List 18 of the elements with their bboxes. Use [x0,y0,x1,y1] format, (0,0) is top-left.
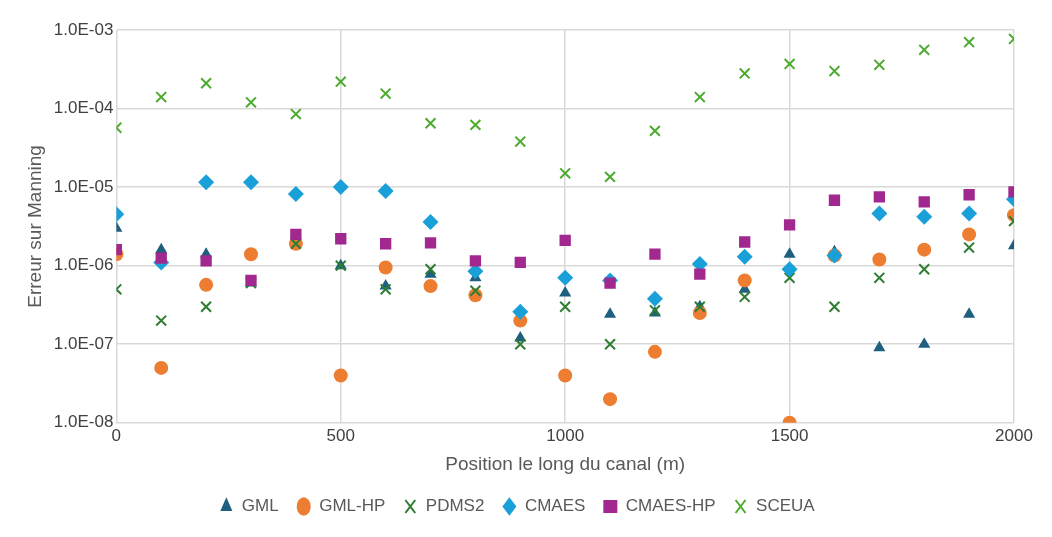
y-tick-label: 1.0E-03 [53,19,114,39]
legend-label: CMAES [524,496,586,516]
legend-label: SCEUA [756,496,816,516]
legend-label: GML [241,496,279,516]
x-tick-label: 500 [326,425,355,445]
legend-label: GML-HP [319,496,386,516]
x-axis-title: Position le long du canal (m) [445,452,686,474]
x-tick-label: 1000 [546,425,585,445]
y-tick-label: 1.0E-04 [53,98,114,118]
y-tick-label: 1.0E-06 [53,255,114,275]
legend-label: CMAES-HP [625,496,716,516]
y-axis-title: Erreur sur Manning [23,145,45,308]
y-tick-label: 1.0E-07 [53,333,114,353]
legend-label: PDMS2 [425,496,485,516]
y-tick-label: 1.0E-05 [53,176,114,196]
x-tick-label: 0 [111,425,122,445]
x-tick-label: 2000 [995,425,1033,445]
x-tick-label: 1500 [770,425,809,445]
